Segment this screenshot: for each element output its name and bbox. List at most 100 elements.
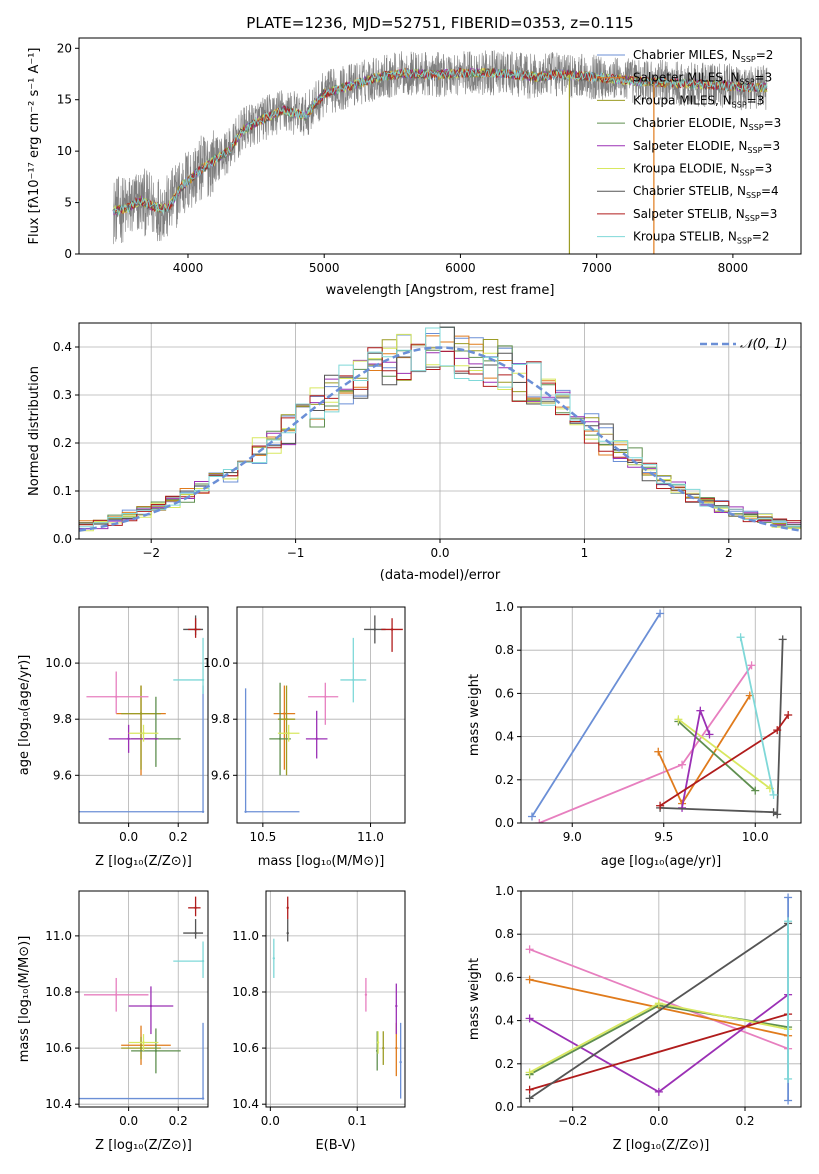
errorbar-salpeter-miles [273, 685, 296, 770]
mass-vs-metallicity-frame [78, 890, 209, 1108]
errorbar-chabrier-stelib [183, 615, 204, 636]
weight-marker-salpeter-stelib [773, 726, 782, 735]
weight-marker-kroupa-elodie [674, 715, 683, 724]
weight-line-pink [529, 948, 789, 1050]
spectrum-x-label: wavelength [Angstrom, rest frame] [326, 283, 555, 298]
errorbar-kroupa-elodie [128, 724, 159, 742]
histogram-x-label: (data-model)/error [380, 568, 501, 583]
y-tick-label: 10.6 [232, 1041, 259, 1055]
y-tick-label: 10.0 [45, 656, 72, 670]
y-tick-label: 10.0 [203, 656, 230, 670]
weight-marker-salpeter-elodie [525, 1014, 534, 1023]
x-tick-label: 8000 [718, 261, 749, 275]
mass-vs-extinction-frame [265, 890, 406, 1108]
model-spectrum-salpeter-stelib [112, 67, 767, 214]
weight-marker-chabrier-miles [656, 609, 665, 618]
x-tick-label: 4000 [173, 261, 204, 275]
y-tick-label: 0.8 [495, 643, 514, 657]
x-tick-label: 7000 [581, 261, 612, 275]
errorbar-chabrier-stelib [286, 919, 289, 942]
y-tick-label: 9.8 [53, 712, 72, 726]
y-tick-label: 0.0 [53, 532, 72, 546]
x-tick-label: 5000 [309, 261, 340, 275]
weight-marker-salpeter-miles [654, 747, 663, 756]
spectrum-frame [78, 37, 802, 255]
errorbar-kroupa-stelib [340, 637, 367, 703]
weight-marker-salpeter-miles [525, 975, 534, 984]
plot-area [79, 326, 801, 532]
errorbar-salpeter-stelib [188, 896, 201, 917]
x-tick-label: 0.0 [119, 830, 138, 844]
plot-area [244, 615, 403, 813]
x-tick-label: 0.2 [169, 1114, 188, 1128]
x-tick-label: 0.1 [348, 1114, 367, 1128]
x-tick-label: 0.0 [261, 1114, 280, 1128]
weight-marker-kroupa-stelib [736, 633, 745, 642]
errorbar-chabrier-miles [399, 1022, 402, 1099]
weight-marker-kroupa-stelib [784, 917, 793, 926]
y-tick-label: 10.6 [45, 1041, 72, 1055]
x-tick-label: 10.5 [249, 830, 276, 844]
mass-vs-metallicity-y-label: mass [log₁₀(M/M⊙)] [17, 936, 32, 1063]
weight-vs-metallicity-y-label: mass weight [467, 958, 482, 1040]
legend-label-chabrier-miles: Chabrier MILES, NSSP=2 [633, 48, 773, 64]
x-tick-label: 1 [581, 546, 589, 560]
y-tick-label: 0.1 [53, 484, 72, 498]
plot-area [272, 896, 402, 1099]
weight-vs-age-y-label: mass weight [467, 674, 482, 756]
age-vs-mass-x-label: mass [log₁₀(M/M⊙)] [258, 854, 385, 869]
x-tick-label: −1 [287, 546, 305, 560]
errorbar-kroupa-miles [121, 685, 161, 770]
y-tick-label: 9.8 [211, 712, 230, 726]
x-tick-label: 6000 [445, 261, 476, 275]
y-tick-label: 20 [57, 41, 72, 55]
mass-vs-extinction-x-label: E(B-V) [315, 1138, 355, 1153]
legend-label-kroupa-miles: Kroupa MILES, NSSP=3 [633, 93, 764, 109]
age-vs-metallicity-y-label: age [log₁₀(age/yr)] [17, 655, 32, 776]
y-tick-label: 9.6 [53, 768, 72, 782]
weight-line-kroupa-stelib [739, 637, 775, 796]
weight-line-salpeter-stelib [659, 714, 789, 807]
y-tick-label: 1.0 [495, 600, 514, 614]
y-tick-label: 5 [64, 196, 72, 210]
weight-line-chabrier-miles [531, 613, 661, 817]
age-vs-metallicity-frame [78, 606, 209, 824]
errorbar-kroupa-elodie [128, 1034, 159, 1051]
y-tick-label: 10.4 [45, 1097, 72, 1111]
mass-vs-metallicity-x-label: Z [log₁₀(Z/Z⊙)] [95, 1138, 192, 1153]
errorbar-kroupa-stelib [173, 637, 205, 694]
y-tick-label: 10 [57, 144, 72, 158]
errorbar-kroupa-stelib [173, 941, 205, 978]
x-tick-label: 2 [725, 546, 733, 560]
x-tick-label: 10.0 [742, 830, 769, 844]
weight-line-chabrier-stelib [529, 922, 789, 1100]
y-tick-label: 0.4 [495, 1014, 514, 1028]
x-tick-label: −0.2 [558, 1114, 587, 1128]
y-tick-label: 0.6 [495, 686, 514, 700]
weight-marker-pink [747, 661, 756, 670]
spectrum-y-label: Flux [fλ10⁻¹⁷ erg cm⁻² s⁻¹ A⁻¹] [27, 48, 42, 245]
errorbar-pink [364, 977, 368, 1012]
weight-vs-metallicity-frame [520, 890, 802, 1108]
weight-marker-salpeter-elodie [654, 1087, 663, 1096]
weight-marker-salpeter-stelib [656, 801, 665, 810]
histogram-legend: 𝒩(0, 1) [700, 337, 787, 352]
errorbar-kroupa-miles [382, 1031, 385, 1065]
y-tick-label: 0 [64, 247, 72, 261]
errorbar-chabrier-miles [244, 688, 300, 813]
gaussian-legend-label: 𝒩(0, 1) [740, 337, 787, 352]
legend-label-chabrier-stelib: Chabrier STELIB, NSSP=4 [633, 184, 779, 200]
y-tick-label: 11.0 [232, 929, 259, 943]
y-tick-label: 15 [57, 93, 72, 107]
weight-line-salpeter-miles [657, 695, 751, 806]
weight-marker-salpeter-elodie [696, 706, 705, 715]
y-tick-label: 0.3 [53, 388, 72, 402]
weight-marker-pink [678, 760, 687, 769]
errorbar-salpeter-elodie [108, 724, 159, 753]
x-tick-label: −2 [142, 546, 160, 560]
errorbar-kroupa-miles [121, 1036, 161, 1060]
x-tick-label: 11.0 [357, 830, 384, 844]
errorbar-kroupa-stelib [272, 938, 276, 978]
histogram-y-label: Normed distribution [27, 366, 42, 496]
